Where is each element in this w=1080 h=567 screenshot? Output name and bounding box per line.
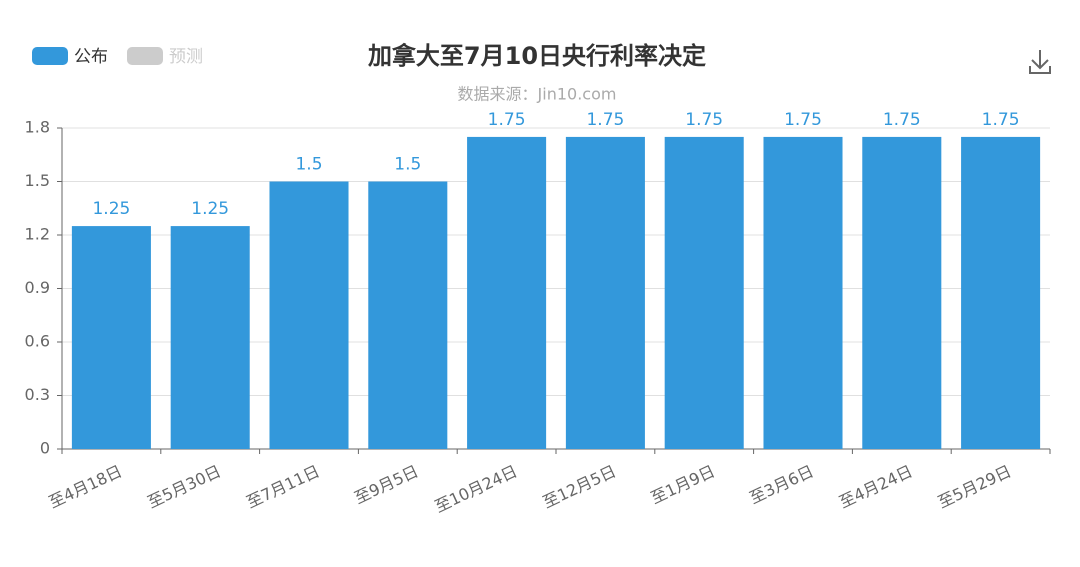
- legend-label[interactable]: 预测: [169, 47, 203, 67]
- data-label: 1.75: [883, 110, 921, 130]
- y-tick-label: 0.3: [25, 385, 50, 404]
- bar: [763, 136, 843, 449]
- x-tick-label: 至7月11日: [243, 461, 322, 511]
- bar: [664, 136, 744, 449]
- x-tick-label: 至10月24日: [432, 461, 520, 516]
- bar: [368, 181, 448, 449]
- bar: [565, 136, 645, 449]
- x-tick-label: 至4月18日: [46, 461, 125, 511]
- bar: [71, 226, 151, 449]
- x-tick-label: 至3月6日: [747, 461, 817, 507]
- data-label: 1.25: [191, 199, 229, 219]
- y-tick-label: 1.2: [25, 225, 50, 244]
- chart-subtitle: 数据来源：Jin10.com: [458, 85, 617, 104]
- download-glyph[interactable]: [1029, 50, 1051, 74]
- x-tick-label: 至1月9日: [648, 461, 718, 507]
- bar: [961, 136, 1041, 449]
- x-tick-label: 至9月5日: [351, 461, 421, 507]
- y-tick-label: 0: [40, 439, 50, 458]
- data-label: 1.75: [982, 110, 1020, 130]
- data-label: 1.5: [295, 155, 322, 175]
- bar: [269, 181, 349, 449]
- data-label: 1.75: [685, 110, 723, 130]
- bar: [467, 136, 547, 449]
- x-tick-label: 至12月5日: [540, 461, 619, 511]
- x-tick-label: 至5月29日: [935, 461, 1014, 511]
- legend-swatch: [32, 47, 68, 65]
- y-tick-label: 1.5: [25, 171, 50, 190]
- x-tick-label: 至5月30日: [145, 461, 224, 511]
- download-icon[interactable]: [1029, 50, 1051, 74]
- y-tick-label: 1.8: [25, 118, 50, 137]
- data-label: 1.75: [488, 110, 526, 130]
- legend-label[interactable]: 公布: [74, 47, 108, 67]
- y-tick-label: 0.9: [25, 278, 50, 297]
- y-tick-label: 0.6: [25, 332, 50, 351]
- legend-swatch: [127, 47, 163, 65]
- data-label: 1.75: [586, 110, 624, 130]
- bar: [170, 226, 250, 449]
- chart-title: 加拿大至7月10日央行利率决定: [368, 42, 706, 70]
- data-label: 1.25: [92, 199, 130, 219]
- bar: [862, 136, 942, 449]
- data-label: 1.5: [394, 155, 421, 175]
- x-tick-label: 至4月24日: [836, 461, 915, 511]
- data-label: 1.75: [784, 110, 822, 130]
